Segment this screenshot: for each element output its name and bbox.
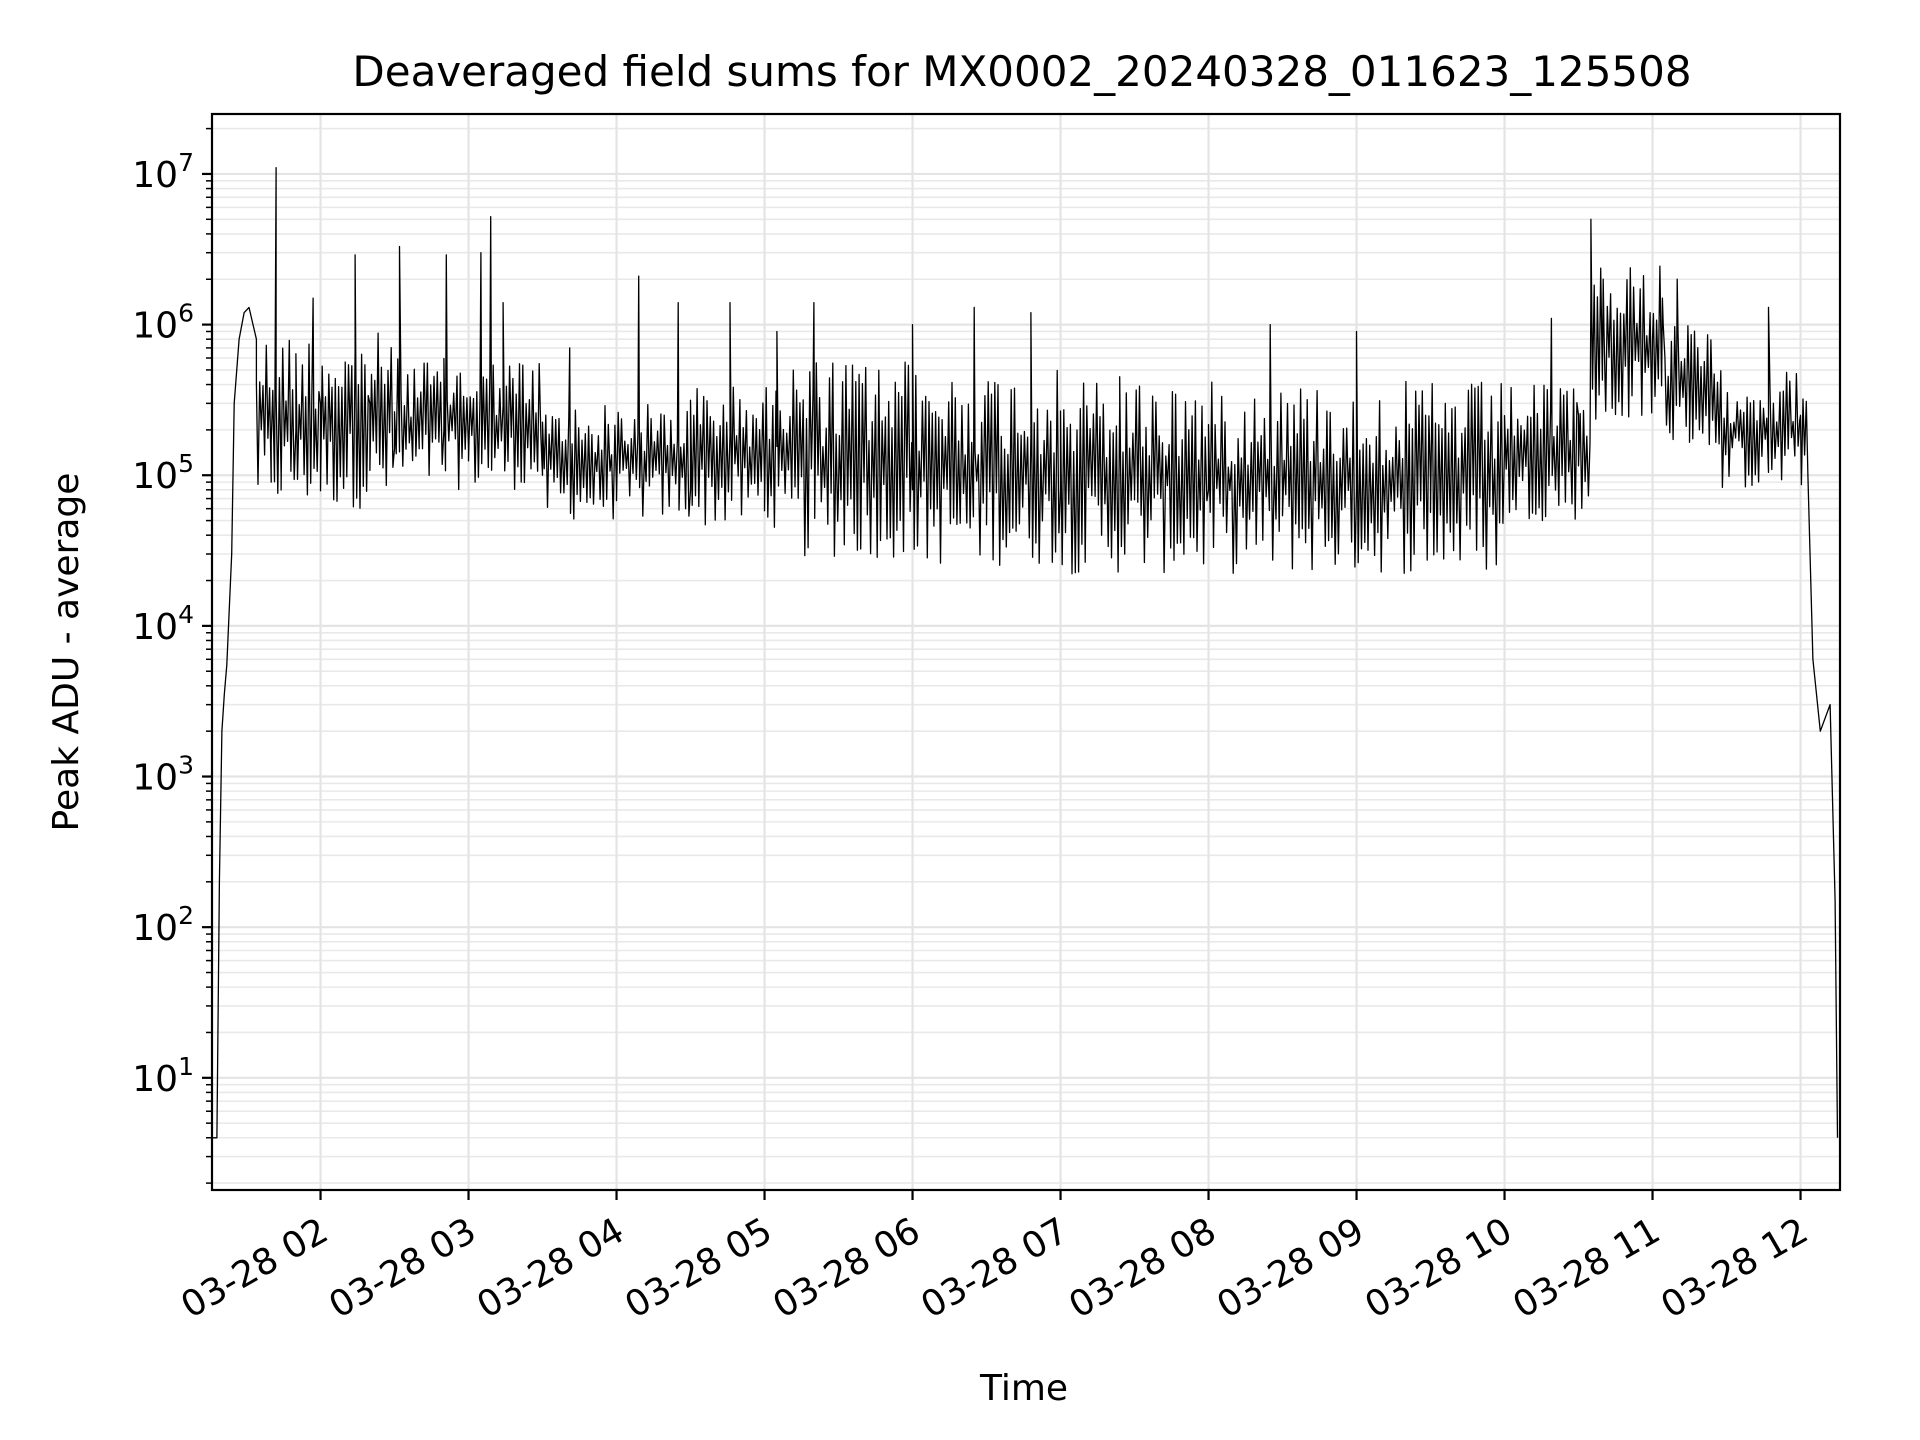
y-tick-label: 102 (132, 901, 194, 949)
y-tick-label: 105 (132, 449, 194, 497)
x-tick-label: 03-28 08 (1062, 1210, 1223, 1326)
x-tick-label: 03-28 07 (914, 1210, 1075, 1326)
y-tick-label: 103 (132, 751, 194, 799)
x-axis-label: Time (979, 1368, 1068, 1409)
y-axis: 101 102 103 104 105 106 107 (132, 127, 212, 1184)
x-tick-label: 03-28 11 (1506, 1210, 1667, 1326)
grid (212, 114, 1840, 1190)
y-axis-label: Peak ADU - average (46, 473, 87, 832)
x-tick-label: 03-28 09 (1210, 1210, 1371, 1326)
data-series (212, 167, 1839, 1139)
y-tick-label: 101 (132, 1052, 194, 1100)
y-tick-label: 107 (132, 148, 194, 196)
x-tick-label: 03-28 05 (618, 1210, 779, 1326)
x-tick-label: 03-28 10 (1358, 1210, 1519, 1326)
x-tick-label: 03-28 12 (1654, 1210, 1815, 1326)
y-tick-label: 104 (132, 600, 194, 648)
chart-title: Deaveraged field sums for MX0002_2024032… (352, 47, 1691, 96)
series-line (212, 167, 1839, 1139)
x-tick-label: 03-28 02 (174, 1210, 335, 1326)
x-tick-label: 03-28 06 (766, 1210, 927, 1326)
x-tick-label: 03-28 03 (322, 1210, 483, 1326)
plot-area-frame (210, 112, 1842, 1192)
y-tick-label: 106 (132, 299, 194, 347)
x-tick-label: 03-28 04 (470, 1210, 631, 1326)
